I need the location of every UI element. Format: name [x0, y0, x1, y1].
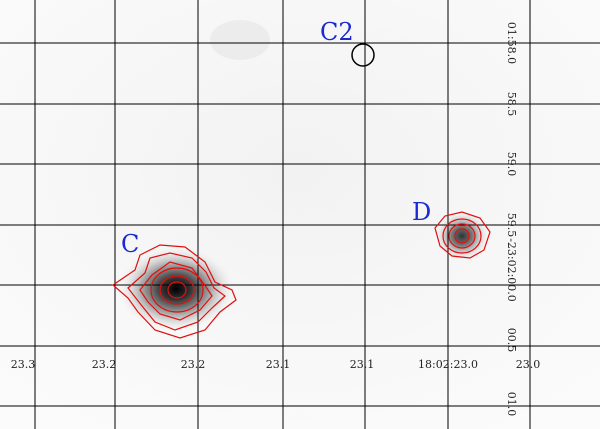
- y-tick-label: 59.5: [505, 213, 518, 238]
- x-tick-label: 23.1: [266, 358, 291, 371]
- source-label: C2: [320, 18, 354, 46]
- c2-marker: [351, 43, 375, 67]
- y-tick-label: 00.5: [505, 328, 518, 353]
- contour: [139, 261, 213, 321]
- x-tick-label: 23.2: [181, 358, 206, 371]
- contour: [127, 252, 226, 331]
- y-tick-label: 58.5: [505, 92, 518, 117]
- x-tick-label: 18:02:23.0: [418, 358, 478, 371]
- contour: [159, 275, 195, 305]
- faint-emission: [210, 20, 270, 60]
- contour: [434, 211, 491, 259]
- source-label: D: [412, 198, 431, 226]
- contour: [454, 228, 470, 244]
- y-tick-label: 01.0: [505, 392, 518, 417]
- contour: [167, 281, 187, 299]
- contour: [448, 223, 476, 249]
- source-label: C: [121, 230, 139, 258]
- x-tick-label: 23.3: [11, 358, 36, 371]
- x-tick-label: 23.2: [92, 358, 117, 371]
- x-tick-label: 23.0: [516, 358, 541, 371]
- y-tick-label: -23:02:00.0: [505, 238, 518, 302]
- y-tick-label: 59.0: [505, 152, 518, 177]
- y-tick-label: 01:58.0: [505, 22, 518, 64]
- contour: [442, 218, 482, 254]
- contours: [112, 211, 491, 339]
- contour: [150, 267, 204, 313]
- y-tick-labels: 01:58.0 58.5 59.0 59.5-23:02:00.0 00.5 01.0: [505, 22, 518, 416]
- x-tick-label: 23.1: [350, 358, 375, 371]
- contour: [112, 244, 237, 339]
- x-tick-labels: 23.3 23.2 23.2 23.1 23.1 18:02:23.0 23.0: [11, 358, 541, 371]
